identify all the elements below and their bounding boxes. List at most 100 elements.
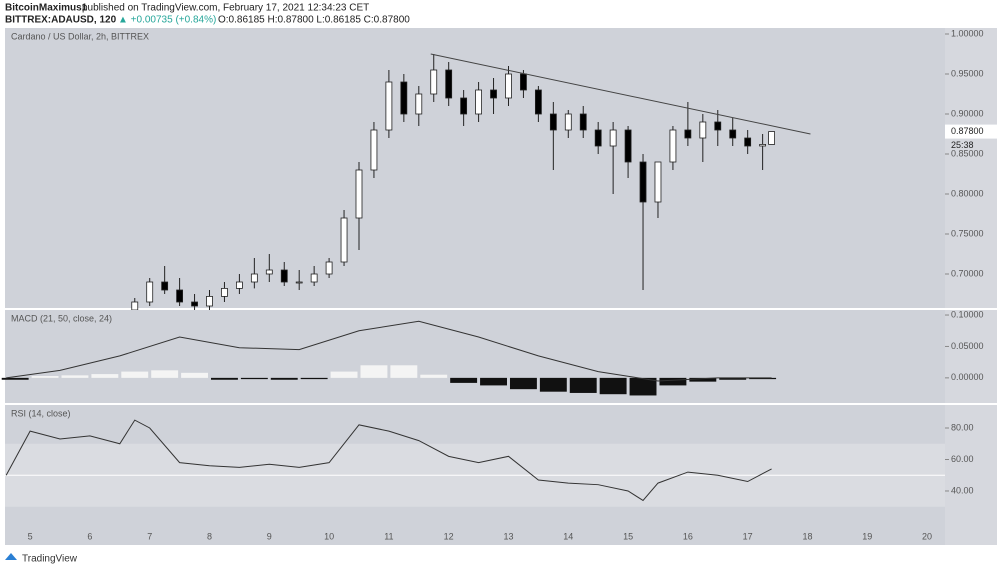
candle-body xyxy=(759,143,767,147)
candle-body xyxy=(505,73,512,99)
macd-hist xyxy=(330,371,358,378)
candle-body xyxy=(768,131,775,145)
candle-body xyxy=(654,161,662,203)
footer: TradingView xyxy=(22,554,78,565)
x-tick-label: 11 xyxy=(384,531,393,541)
x-tick-label: 8 xyxy=(207,531,212,541)
macd-hist xyxy=(689,377,717,382)
candle-body xyxy=(250,273,258,283)
y-tick-label: 60.00 xyxy=(951,454,974,464)
candle-body xyxy=(684,129,692,139)
y-tick-label: 80.00 xyxy=(951,422,974,432)
axis-bg xyxy=(945,28,997,308)
candle-body xyxy=(191,301,198,307)
candle-body xyxy=(534,89,542,115)
macd-hist xyxy=(151,370,179,378)
x-tick-label: 9 xyxy=(267,531,272,541)
y-tick-label: 0.70000 xyxy=(951,268,984,278)
macd-hist xyxy=(240,377,268,380)
ohlc: O:0.86185 H:0.87800 L:0.86185 C:0.87800 xyxy=(218,15,410,26)
y-tick-label: 0.95000 xyxy=(951,68,984,78)
symbol: BITTREX:ADAUSD, 120 xyxy=(5,15,117,26)
panel-title: MACD (21, 50, close, 24) xyxy=(11,313,112,323)
candle-body xyxy=(475,89,482,115)
macd-hist xyxy=(539,377,567,392)
x-tick-label: 20 xyxy=(922,531,932,541)
y-tick-label: 0.80000 xyxy=(951,188,984,198)
candle-body xyxy=(430,69,438,95)
candle-body xyxy=(549,113,557,131)
candle-body xyxy=(579,113,587,131)
panel-title: RSI (14, close) xyxy=(11,408,71,418)
candle-body xyxy=(669,129,677,163)
macd-hist xyxy=(1,377,29,380)
indicator-line xyxy=(5,419,772,502)
y-tick-label: 0.85000 xyxy=(951,148,984,158)
macd-hist xyxy=(300,377,328,380)
macd-hist xyxy=(749,377,777,380)
macd-hist xyxy=(659,377,687,386)
axis-bg xyxy=(945,405,997,545)
macd-hist xyxy=(599,377,627,395)
panel-bg xyxy=(5,310,945,403)
change: ▲ +0.00735 (+0.84%) xyxy=(118,15,216,26)
macd-hist xyxy=(390,365,418,378)
y-tick-label: 1.00000 xyxy=(951,28,984,38)
x-tick-label: 14 xyxy=(563,531,573,541)
price-tag xyxy=(945,124,997,139)
candle-body xyxy=(176,289,184,303)
candle-body xyxy=(340,217,348,263)
y-tick-label: 0.75000 xyxy=(951,228,984,238)
candle-body xyxy=(236,281,243,289)
macd-hist xyxy=(569,377,597,393)
price-label: 0.87800 xyxy=(951,126,984,136)
candle-body xyxy=(594,129,602,147)
axis-bg xyxy=(945,310,997,403)
candle-body xyxy=(415,93,423,115)
candle-body xyxy=(699,121,707,139)
panel-title: Cardano / US Dollar, 2h, BITTREX xyxy=(11,31,149,41)
candle-body xyxy=(325,261,333,275)
x-tick-label: 17 xyxy=(743,531,753,541)
countdown: 25:38 xyxy=(951,140,974,150)
y-tick-label: 40.00 xyxy=(951,485,974,495)
macd-hist xyxy=(509,377,537,390)
candle-body xyxy=(564,113,572,131)
author: BitcoinMaximus1 xyxy=(5,3,88,14)
candle-body xyxy=(385,81,393,131)
candle-body xyxy=(355,169,363,219)
panel-bg xyxy=(5,28,945,308)
candle-body xyxy=(624,129,632,163)
candle-body xyxy=(310,273,318,283)
macd-hist xyxy=(360,365,388,378)
y-tick-label: 0.90000 xyxy=(951,108,984,118)
x-tick-label: 6 xyxy=(87,531,92,541)
x-tick-label: 19 xyxy=(862,531,872,541)
macd-hist xyxy=(450,377,478,383)
candle-body xyxy=(370,129,378,171)
candle-body xyxy=(131,301,139,311)
macd-hist xyxy=(420,374,448,378)
logo xyxy=(5,553,17,560)
x-tick-label: 10 xyxy=(324,531,334,541)
candle-body xyxy=(609,129,617,147)
x-tick-label: 5 xyxy=(28,531,33,541)
x-tick-label: 18 xyxy=(802,531,812,541)
macd-hist xyxy=(629,377,657,396)
macd-hist xyxy=(270,377,298,380)
macd-hist xyxy=(61,375,89,378)
candle-body xyxy=(520,73,527,91)
candle-body xyxy=(639,161,647,203)
candle-body xyxy=(400,81,408,115)
candle-body xyxy=(265,269,273,275)
macd-hist xyxy=(181,372,209,378)
macd-hist xyxy=(121,371,149,378)
x-tick-label: 12 xyxy=(444,531,454,541)
candle-body xyxy=(146,281,154,303)
macd-hist xyxy=(91,374,119,378)
candle-body xyxy=(161,281,169,291)
x-tick-label: 16 xyxy=(683,531,693,541)
y-tick-label: 0.10000 xyxy=(951,309,984,319)
candle-body xyxy=(295,281,303,284)
